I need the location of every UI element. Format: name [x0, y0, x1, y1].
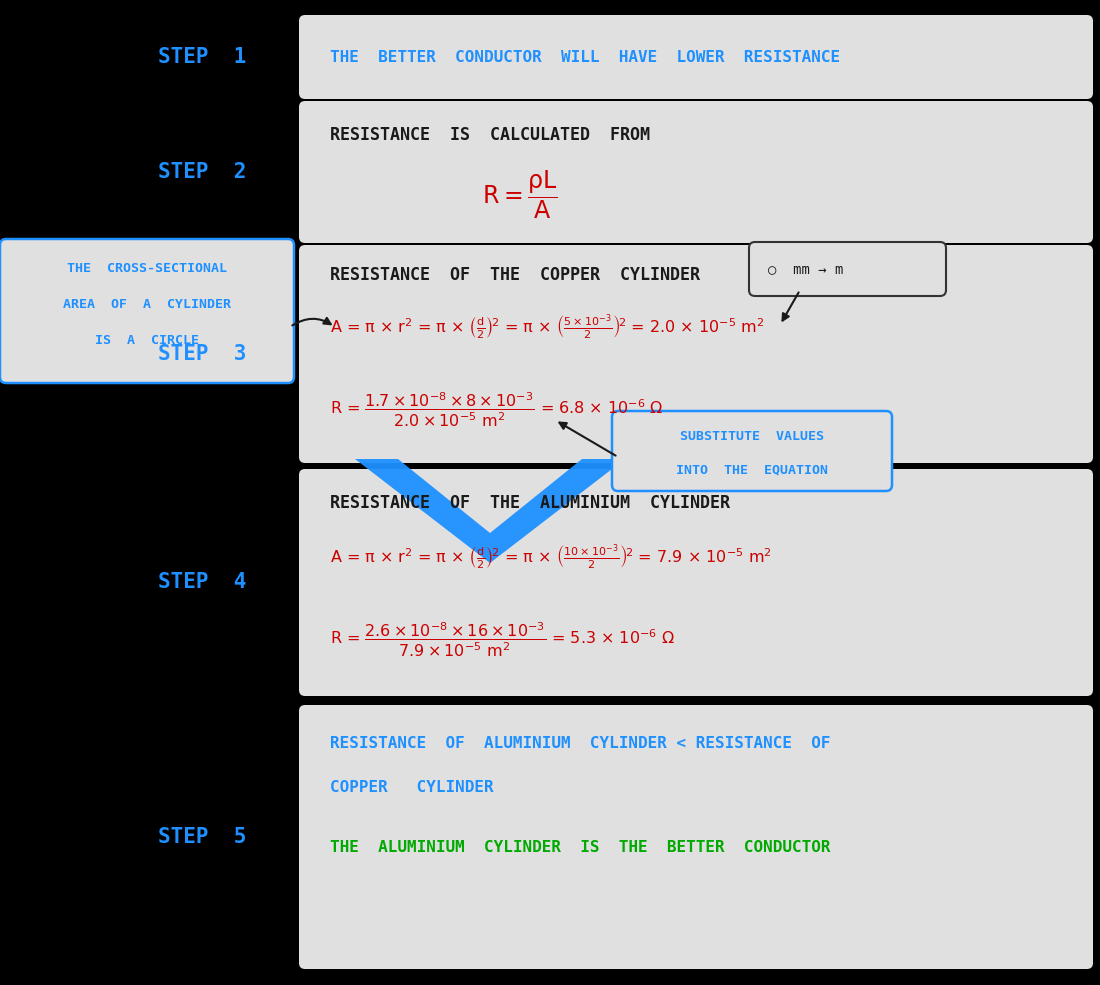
FancyBboxPatch shape: [299, 101, 1093, 243]
FancyBboxPatch shape: [299, 469, 1093, 696]
FancyBboxPatch shape: [612, 411, 892, 491]
Text: A = $\mathregular{\pi}$ $\times$ r$\mathregular{^2}$ = $\mathregular{\pi}$ $\tim: A = $\mathregular{\pi}$ $\times$ r$\math…: [330, 312, 764, 342]
Text: R = $\mathregular{\dfrac{2.6\times10^{-8} \times 16\times10^{-3}}{7.9\times10^{-: R = $\mathregular{\dfrac{2.6\times10^{-8…: [330, 621, 675, 659]
Text: RESISTANCE  OF  THE  ALUMINIUM  CYLINDER: RESISTANCE OF THE ALUMINIUM CYLINDER: [330, 494, 730, 512]
FancyBboxPatch shape: [749, 242, 946, 296]
Text: COPPER   CYLINDER: COPPER CYLINDER: [330, 779, 494, 795]
Text: IS  A  CIRCLE: IS A CIRCLE: [95, 335, 199, 348]
FancyBboxPatch shape: [299, 705, 1093, 969]
Text: ○  mm → m: ○ mm → m: [768, 262, 844, 276]
FancyBboxPatch shape: [0, 239, 294, 383]
Text: SUBSTITUTE  VALUES: SUBSTITUTE VALUES: [680, 429, 824, 442]
Text: INTO  THE  EQUATION: INTO THE EQUATION: [676, 464, 828, 477]
Text: RESISTANCE  OF  THE  COPPER  CYLINDER: RESISTANCE OF THE COPPER CYLINDER: [330, 266, 700, 284]
Polygon shape: [355, 459, 625, 563]
Text: AREA  OF  A  CYLINDER: AREA OF A CYLINDER: [63, 298, 231, 311]
FancyBboxPatch shape: [299, 15, 1093, 99]
Text: $\mathregular{R = \dfrac{\rho L}{A}}$: $\mathregular{R = \dfrac{\rho L}{A}}$: [482, 168, 558, 222]
Text: STEP  1: STEP 1: [157, 47, 246, 67]
Text: R = $\mathregular{\dfrac{1.7\times10^{-8} \times 8\times10^{-3}}{2.0\times10^{-5: R = $\mathregular{\dfrac{1.7\times10^{-8…: [330, 391, 663, 429]
Text: THE  CROSS-SECTIONAL: THE CROSS-SECTIONAL: [67, 262, 227, 276]
Text: THE  BETTER  CONDUCTOR  WILL  HAVE  LOWER  RESISTANCE: THE BETTER CONDUCTOR WILL HAVE LOWER RES…: [330, 49, 840, 64]
Text: STEP  5: STEP 5: [157, 827, 246, 847]
Text: A = $\mathregular{\pi}$ $\times$ r$\mathregular{^2}$ = $\mathregular{\pi}$ $\tim: A = $\mathregular{\pi}$ $\times$ r$\math…: [330, 542, 772, 572]
FancyBboxPatch shape: [299, 245, 1093, 463]
Text: THE  ALUMINIUM  CYLINDER  IS  THE  BETTER  CONDUCTOR: THE ALUMINIUM CYLINDER IS THE BETTER CON…: [330, 839, 830, 855]
Text: STEP  3: STEP 3: [157, 344, 246, 364]
Text: RESISTANCE  IS  CALCULATED  FROM: RESISTANCE IS CALCULATED FROM: [330, 126, 650, 144]
Text: STEP  2: STEP 2: [157, 162, 246, 182]
Text: STEP  4: STEP 4: [157, 572, 246, 592]
Text: RESISTANCE  OF  ALUMINIUM  CYLINDER < RESISTANCE  OF: RESISTANCE OF ALUMINIUM CYLINDER < RESIS…: [330, 736, 830, 751]
